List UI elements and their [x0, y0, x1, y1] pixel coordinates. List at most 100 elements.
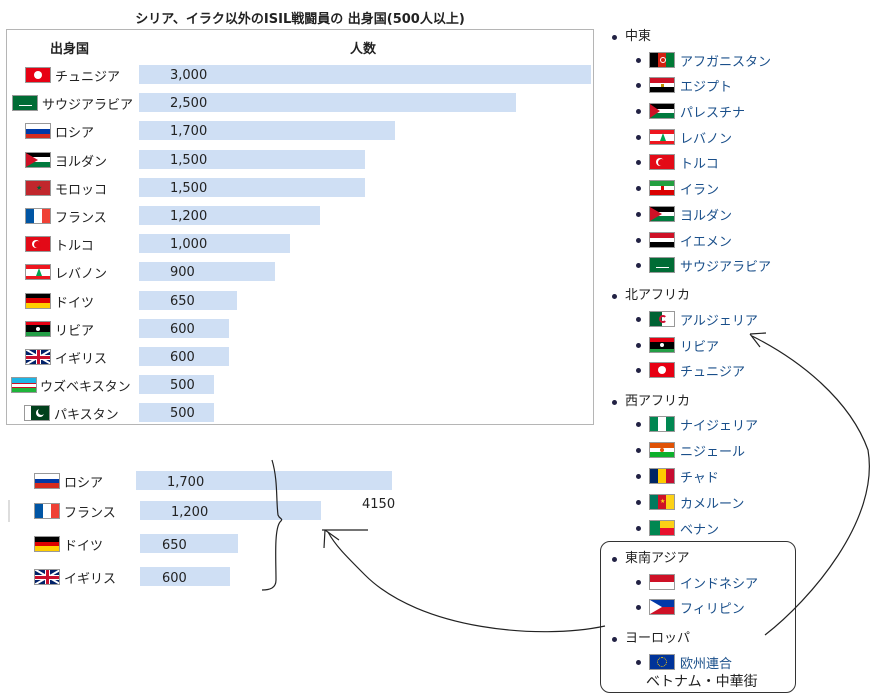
country-label: ヨルダン — [55, 154, 108, 170]
flag-tunisia-icon — [25, 67, 51, 83]
flag-algeria-icon — [649, 311, 675, 327]
region-heading: 東南アジア — [625, 551, 690, 566]
flag-saudi-icon — [12, 95, 38, 112]
country-label: レバノン — [55, 267, 108, 283]
flag-cameroon-icon: ★ — [649, 494, 675, 510]
flag-morocco-icon: ★ — [25, 179, 51, 196]
value-label: 500 — [170, 406, 195, 422]
region-heading: 北アフリカ — [625, 288, 691, 303]
country-link[interactable]: フィリピン — [680, 602, 745, 617]
flag-palestine-icon — [649, 103, 675, 119]
country-link[interactable]: ヨルダン — [680, 209, 733, 224]
list-bullet — [636, 160, 641, 165]
country-label: イギリス — [64, 572, 117, 587]
country-link[interactable]: ナイジェリア — [680, 419, 759, 434]
flag-jordan-icon — [649, 206, 675, 222]
list-bullet — [636, 83, 641, 88]
flag-uk-icon — [25, 349, 51, 365]
value-label: 600 — [162, 571, 187, 586]
bar — [139, 93, 516, 113]
country-link[interactable]: ニジェール — [680, 445, 746, 460]
country-label: ウズベキスタン — [40, 380, 131, 396]
arrow-to-algeria — [751, 335, 870, 636]
country-link[interactable]: エジプト — [680, 80, 733, 95]
country-link[interactable]: アルジェリア — [680, 314, 758, 329]
flag-nigeria-icon — [649, 416, 675, 432]
flag-france-icon — [25, 208, 51, 224]
country-link[interactable]: 欧州連合 — [680, 657, 733, 672]
country-link[interactable]: チャド — [680, 471, 719, 486]
value-label: 2,500 — [170, 96, 208, 112]
flag-saudi-icon — [649, 257, 675, 273]
country-link[interactable]: アフガニスタン — [680, 55, 772, 70]
list-bullet — [636, 238, 641, 243]
bar — [140, 567, 231, 586]
bar — [139, 65, 591, 84]
country-link[interactable]: イラン — [680, 183, 720, 198]
country-label: フランス — [55, 211, 107, 226]
bar — [139, 121, 396, 141]
list-bullet — [636, 605, 641, 610]
column-header-count: 人数 — [350, 42, 377, 57]
country-link[interactable]: トルコ — [680, 157, 719, 172]
flag-tunisia-icon — [649, 362, 675, 378]
country-link[interactable]: ベナン — [680, 523, 720, 538]
list-bullet — [636, 58, 641, 63]
arrowhead-france — [323, 529, 340, 549]
value-label: 1,700 — [170, 124, 208, 140]
bar — [139, 234, 290, 254]
flag-turkey-icon — [25, 236, 51, 253]
arrow-to-france — [327, 531, 606, 633]
country-link[interactable]: パレスチナ — [680, 106, 746, 121]
handwritten-note: ベトナム・中華街 — [646, 674, 758, 690]
total-note: 4150 — [362, 497, 396, 512]
value-label: 600 — [170, 350, 195, 365]
flag-jordan-icon — [25, 151, 51, 168]
list-bullet — [636, 263, 641, 268]
country-link[interactable]: イエメン — [680, 235, 732, 250]
bar — [136, 471, 393, 490]
region-heading: ヨーロッパ — [625, 631, 691, 646]
value-label: 650 — [162, 538, 187, 553]
region-bullet — [612, 557, 617, 562]
flag-uk-icon — [34, 569, 60, 585]
country-link[interactable]: サウジアラビア — [680, 260, 772, 275]
list-bullet — [636, 500, 641, 505]
country-label: チュニジア — [55, 70, 121, 85]
region-heading: 中東 — [625, 29, 652, 44]
country-link[interactable]: リビア — [680, 340, 720, 355]
country-label: ドイツ — [64, 539, 104, 554]
flag-russia-icon — [34, 473, 60, 489]
value-label: 3,000 — [170, 68, 208, 83]
flag-germany-icon — [34, 536, 60, 552]
country-label: リビア — [55, 323, 95, 339]
flag-libya-icon — [25, 320, 51, 337]
country-link[interactable]: レバノン — [680, 132, 733, 147]
value-label: 500 — [170, 378, 195, 394]
country-link[interactable]: カメルーン — [680, 497, 745, 512]
country-link[interactable]: チュニジア — [680, 365, 746, 380]
chart-frame — [6, 29, 594, 425]
list-bullet — [636, 343, 641, 348]
region-bullet — [612, 400, 617, 405]
bar — [140, 534, 238, 553]
value-label: 650 — [170, 293, 195, 309]
bracket-stroke — [261, 459, 283, 591]
flag-philippines-icon — [649, 599, 675, 615]
flag-afghan-icon — [649, 52, 675, 68]
value-label: 1,200 — [170, 209, 208, 224]
list-bullet — [636, 109, 641, 114]
country-link[interactable]: インドネシア — [680, 577, 759, 592]
bar — [139, 206, 320, 225]
country-label: トルコ — [55, 239, 94, 255]
region-bullet — [612, 294, 617, 299]
value-label: 1,200 — [171, 505, 209, 520]
annotation-box — [600, 541, 796, 693]
bar — [139, 318, 230, 338]
bar — [139, 262, 275, 282]
arrowhead-algeria — [749, 332, 767, 348]
list-bullet — [636, 212, 641, 217]
flag-lebanon-icon — [649, 129, 675, 145]
bar — [139, 290, 237, 310]
